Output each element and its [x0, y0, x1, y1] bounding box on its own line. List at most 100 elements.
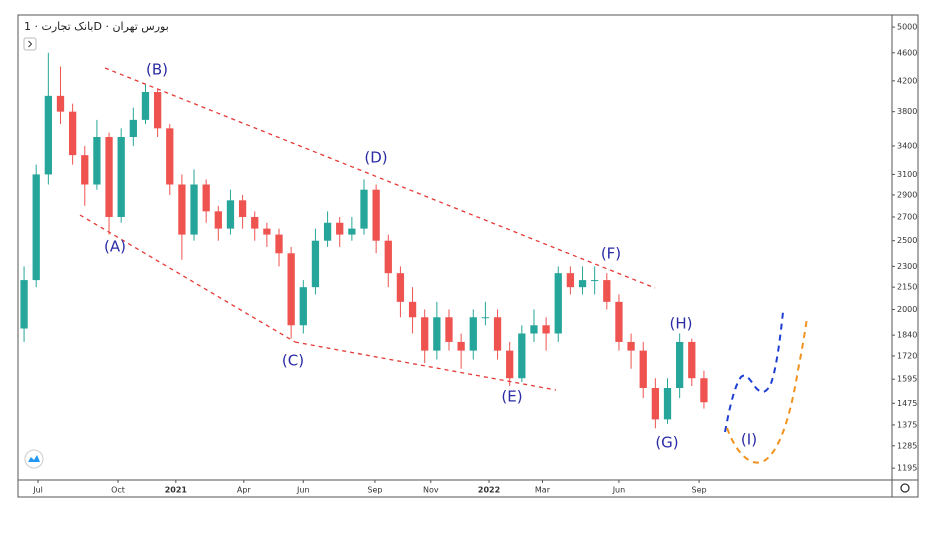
candle-body: [372, 189, 380, 241]
candle-body: [141, 92, 150, 120]
candle-body: [153, 92, 162, 129]
projection-path: [724, 311, 784, 433]
settings-button[interactable]: [900, 483, 910, 493]
wave-label: (G): [655, 434, 678, 452]
candle-body: [493, 317, 502, 351]
x-tick-label: Apr: [237, 486, 252, 495]
candle-body: [299, 287, 307, 326]
candle-body: [226, 200, 235, 229]
candle-body: [56, 95, 65, 112]
x-tick-label: Jun: [296, 486, 310, 495]
candle-body: [190, 184, 198, 235]
y-tick-label: 3400: [897, 141, 917, 150]
wave-label: (I): [741, 431, 757, 449]
candle-body: [68, 111, 77, 156]
candle-body: [408, 301, 417, 318]
wave-label: (E): [501, 388, 522, 406]
candle-body: [603, 280, 611, 302]
candle-body: [323, 222, 332, 241]
candle-body: [566, 273, 575, 288]
candle-body: [93, 137, 101, 185]
candle-body: [518, 333, 526, 379]
chart-frame: [17, 14, 919, 498]
y-tick-label: 1285: [897, 441, 917, 450]
y-tick-label: 3100: [897, 170, 917, 179]
upper-trend-line: [104, 67, 656, 289]
candle-body: [384, 240, 392, 274]
wave-label: (F): [601, 245, 621, 263]
y-tick-label: 1475: [897, 399, 917, 408]
candle-body: [238, 200, 247, 217]
trend-lines: [79, 67, 656, 391]
candle-body: [542, 325, 550, 334]
candle-body: [214, 211, 222, 229]
collapse-button[interactable]: [23, 37, 37, 51]
x-tick-label: Nov: [423, 486, 439, 495]
y-tick-label: 2700: [897, 212, 917, 221]
candle-body: [700, 378, 708, 403]
candle-body: [615, 301, 623, 342]
logo-icon: [28, 455, 40, 462]
candle-body: [627, 341, 635, 351]
candle-body: [421, 317, 429, 351]
candle-body: [263, 228, 271, 235]
candle-body: [396, 273, 405, 302]
x-tick-label: 2021: [165, 486, 188, 495]
x-tick-label: Oct: [111, 486, 125, 495]
candle-body: [81, 155, 89, 185]
candle-body: [530, 325, 538, 334]
candle-body: [251, 216, 259, 229]
candle-body: [457, 341, 465, 351]
wave-label: (C): [282, 352, 304, 370]
chart-title: بانک تجارت · 1D · بورس تهران: [24, 20, 169, 33]
candle-body: [639, 350, 647, 389]
x-tick-label: Sep: [692, 486, 707, 495]
x-tick-label: Jun: [612, 486, 626, 495]
candle-body: [129, 119, 137, 138]
candle-body: [44, 95, 52, 175]
candle-body: [506, 350, 514, 379]
candle-body: [348, 228, 356, 235]
y-tick-label: 1375: [897, 420, 917, 429]
candle-body: [688, 341, 696, 379]
y-tick-label: 2900: [897, 190, 917, 199]
candle-body: [469, 317, 477, 351]
candle-body: [32, 174, 40, 281]
candle-body: [166, 128, 174, 185]
wave-label: (H): [670, 315, 693, 333]
candle-body: [433, 317, 441, 351]
candle-body: [105, 137, 113, 217]
wave-label: (D): [364, 149, 387, 167]
candle-body: [651, 388, 660, 420]
projection-path: [726, 317, 808, 464]
candle-body: [311, 240, 320, 288]
candle-body: [360, 189, 368, 229]
y-tick-label: 1720: [897, 351, 917, 360]
candle-body: [336, 222, 344, 235]
wave-label: (B): [146, 61, 168, 79]
candle-body: [202, 184, 210, 212]
candle-body: [445, 317, 453, 342]
candle-body: [20, 280, 28, 329]
candle-body: [554, 273, 562, 334]
x-tick-label: Sep: [367, 486, 382, 495]
y-tick-label: 1195: [897, 464, 917, 473]
y-tick-label: 4200: [897, 76, 917, 85]
y-tick-label: 2300: [897, 262, 917, 271]
wave-label: (A): [104, 238, 126, 256]
candle-body: [287, 253, 295, 326]
x-tick-label: Jul: [32, 486, 43, 495]
candle-body: [663, 388, 672, 420]
y-tick-label: 1840: [897, 331, 917, 340]
x-tick-label: Mar: [535, 486, 551, 495]
y-tick-label: 4600: [897, 48, 917, 57]
logo-button[interactable]: [24, 449, 44, 469]
y-tick-label: 3800: [897, 107, 917, 116]
candle-body: [591, 280, 599, 282]
candle-body: [578, 280, 587, 288]
lower-trend-line: [79, 214, 296, 343]
x-tick-label: 2022: [478, 486, 500, 495]
y-tick-label: 5000: [897, 23, 917, 32]
collapse-icon: [28, 40, 33, 48]
